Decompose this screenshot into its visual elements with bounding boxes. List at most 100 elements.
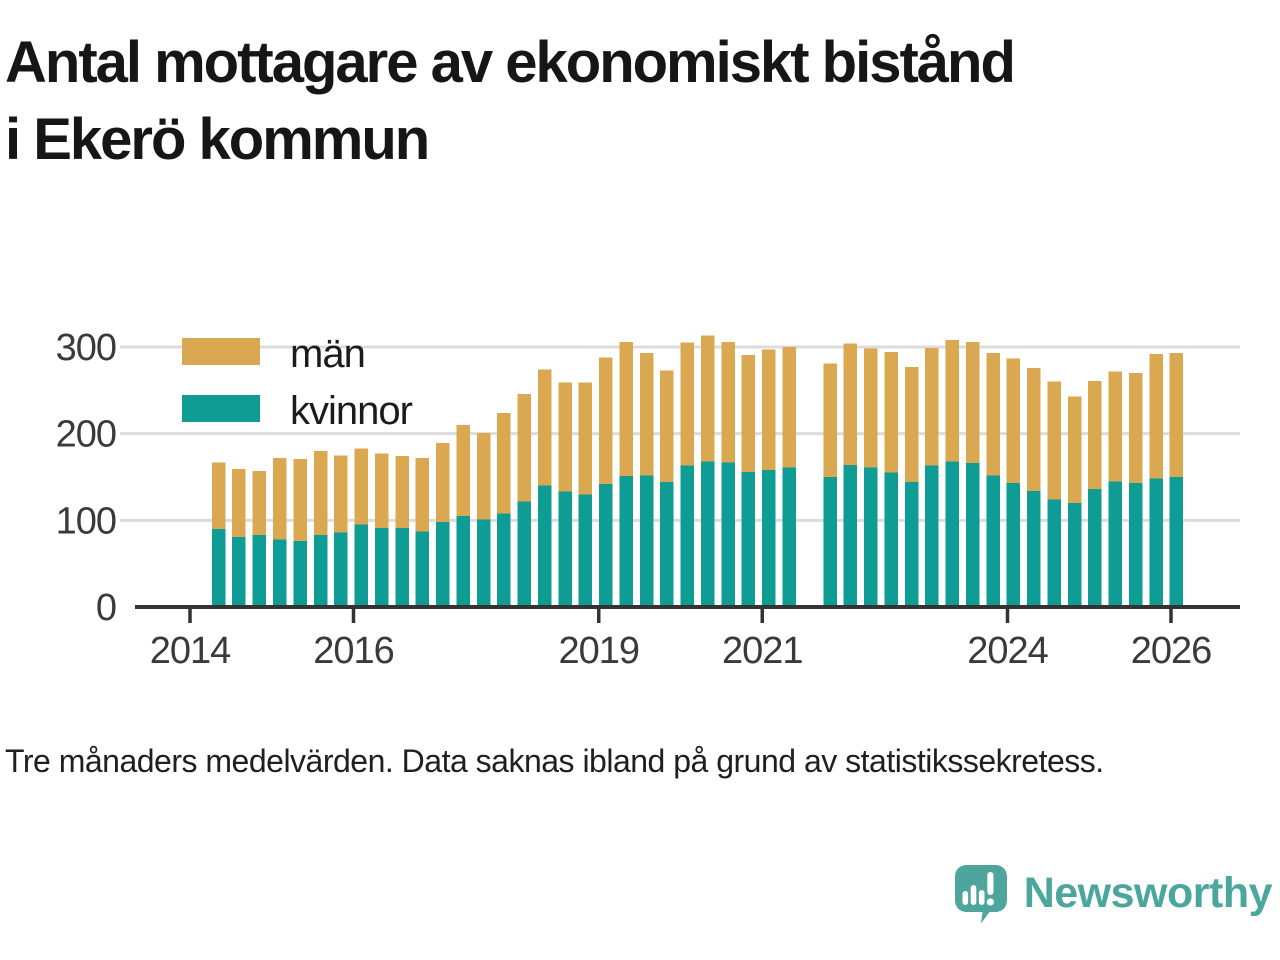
bar-segment-kvinnor-2020-Q2: [700, 461, 715, 607]
bar-segment-kvinnor-2016-Q2: [374, 528, 389, 607]
logo-bar-2: [970, 885, 977, 905]
bar-segment-kvinnor-2023-Q3: [965, 463, 980, 607]
bar-segment-kvinnor-2015-Q4: [334, 532, 348, 607]
bar-segment-kvinnor-2024-Q2: [1027, 490, 1041, 607]
bar-segment-kvinnor-2019-Q4: [660, 482, 674, 607]
bar-segment-man-2023-Q3: [965, 341, 980, 464]
brand-lockup: Newsworthy: [950, 860, 1273, 926]
bar-segment-kvinnor-2015-Q3: [313, 535, 328, 607]
bar-segment-kvinnor-2016-Q3: [395, 528, 409, 607]
bar-segment-man-2014-Q2: [211, 462, 226, 529]
bar-segment-kvinnor-2014-Q3: [232, 536, 246, 607]
legend-swatch-kvinnor: [182, 395, 260, 422]
bar-segment-kvinnor-2017-Q1: [436, 522, 450, 607]
bar-segment-man-2026-Q1: [1169, 353, 1184, 477]
bar-segment-kvinnor-2022-Q4: [904, 482, 919, 607]
bar-segment-kvinnor-2020-Q3: [721, 462, 735, 607]
y-tick-label-200: 200: [56, 414, 116, 456]
bar-segment-kvinnor-2020-Q4: [741, 471, 756, 607]
bar-segment-man-2022-Q3: [884, 352, 898, 473]
bar-segment-man-2015-Q2: [293, 458, 307, 542]
bar-segment-man-2024-Q2: [1027, 367, 1041, 491]
bar-segment-kvinnor-2017-Q2: [456, 515, 470, 607]
x-tick-label-2014: 2014: [150, 630, 231, 672]
logo-exclamation-bar: [987, 872, 994, 895]
bar-segment-man-2022-Q2: [864, 348, 878, 468]
bar-segment-man-2018-Q1: [517, 393, 532, 502]
bar-segment-kvinnor-2023-Q2: [945, 461, 960, 607]
bar-segment-kvinnor-2021-Q1: [762, 470, 776, 607]
y-tick-label-100: 100: [56, 500, 116, 542]
chart-footnote: Tre månaders medelvärden. Data saknas ib…: [5, 743, 1104, 779]
bar-segment-kvinnor-2024-Q4: [1067, 502, 1082, 607]
bar-segment-kvinnor-2016-Q4: [415, 531, 430, 607]
bar-segment-kvinnor-2022-Q2: [864, 467, 878, 607]
bar-segment-man-2016-Q4: [415, 457, 430, 532]
x-tick-label-2019: 2019: [558, 630, 639, 672]
bar-segment-man-2025-Q3: [1128, 372, 1143, 484]
bar-segment-man-2019-Q1: [599, 357, 613, 484]
bar-segment-man-2017-Q2: [456, 424, 470, 516]
bar-segment-kvinnor-2019-Q1: [599, 483, 613, 607]
bar-segment-kvinnor-2018-Q4: [578, 494, 593, 607]
bar-segment-kvinnor-2018-Q1: [517, 501, 532, 607]
bar-segment-kvinnor-2021-Q4: [823, 476, 837, 607]
bar-segment-man-2025-Q1: [1088, 380, 1102, 490]
bar-segment-kvinnor-2014-Q4: [252, 535, 267, 607]
bar-segment-man-2025-Q4: [1149, 353, 1163, 479]
brand-name: Newsworthy: [1023, 868, 1273, 917]
bar-segment-man-2018-Q2: [537, 369, 552, 486]
bar-segment-kvinnor-2025-Q4: [1149, 478, 1163, 607]
bar-segment-man-2020-Q2: [700, 335, 715, 462]
bar-segment-kvinnor-2018-Q3: [558, 491, 572, 607]
bar-segment-man-2022-Q4: [904, 366, 919, 483]
bar-segment-man-2019-Q4: [660, 370, 674, 483]
bar-segment-kvinnor-2022-Q3: [884, 472, 898, 607]
bar-segment-kvinnor-2026-Q1: [1169, 476, 1184, 607]
bar-segment-man-2021-Q4: [823, 363, 837, 477]
chart-title: Antal mottagare av ekonomiskt bistånd i …: [5, 30, 1016, 172]
logo-bar-1: [962, 891, 968, 905]
y-tick-label-300: 300: [56, 327, 116, 369]
bar-segment-man-2024-Q1: [1006, 358, 1021, 484]
bar-segment-man-2022-Q1: [843, 343, 858, 465]
bar-segment-kvinnor-2014-Q2: [211, 528, 226, 607]
bar-segment-man-2015-Q3: [313, 450, 328, 536]
y-tick-label-0: 0: [96, 587, 116, 629]
bar-segment-man-2018-Q3: [558, 382, 572, 492]
bar-segment-kvinnor-2025-Q3: [1128, 483, 1143, 607]
bar-segment-man-2014-Q3: [232, 469, 246, 537]
bar-segment-man-2018-Q4: [578, 382, 593, 495]
bar-segment-kvinnor-2024-Q3: [1047, 499, 1061, 607]
bar-segment-kvinnor-2022-Q1: [843, 464, 858, 607]
bar-segment-man-2014-Q4: [252, 470, 267, 536]
bar-segment-man-2023-Q1: [925, 347, 939, 466]
bar-segment-kvinnor-2025-Q1: [1088, 489, 1102, 607]
legend-label-kvinnor: kvinnor: [290, 389, 413, 433]
x-tick-label-2026: 2026: [1131, 630, 1212, 672]
bar-segment-man-2020-Q4: [741, 354, 756, 472]
bar-segment-kvinnor-2019-Q2: [619, 476, 633, 607]
bar-segment-man-2021-Q1: [762, 349, 776, 471]
bar-segment-man-2020-Q1: [680, 342, 695, 466]
bar-segment-man-2020-Q3: [721, 341, 735, 463]
bar-segment-man-2024-Q4: [1067, 396, 1082, 503]
bar-segment-man-2025-Q2: [1108, 371, 1123, 482]
bar-segment-kvinnor-2019-Q3: [639, 475, 654, 607]
bar-segment-kvinnor-2017-Q3: [476, 519, 491, 607]
bar-segment-kvinnor-2015-Q2: [293, 541, 307, 607]
x-tick-label-2016: 2016: [313, 630, 394, 672]
bar-segment-man-2017-Q1: [436, 443, 450, 523]
bar-segment-kvinnor-2018-Q2: [537, 485, 552, 607]
bar-segment-man-2017-Q4: [497, 412, 511, 514]
bar-segment-man-2015-Q4: [334, 455, 348, 533]
bar-segment-kvinnor-2015-Q1: [272, 539, 287, 607]
bar-segment-man-2024-Q3: [1047, 381, 1061, 500]
bar-segment-kvinnor-2023-Q1: [925, 465, 939, 607]
bar-segment-man-2019-Q2: [619, 341, 633, 477]
bar-segment-kvinnor-2021-Q2: [782, 467, 796, 607]
bar-segment-man-2023-Q4: [986, 353, 1000, 476]
bar-segment-kvinnor-2023-Q4: [986, 475, 1000, 607]
